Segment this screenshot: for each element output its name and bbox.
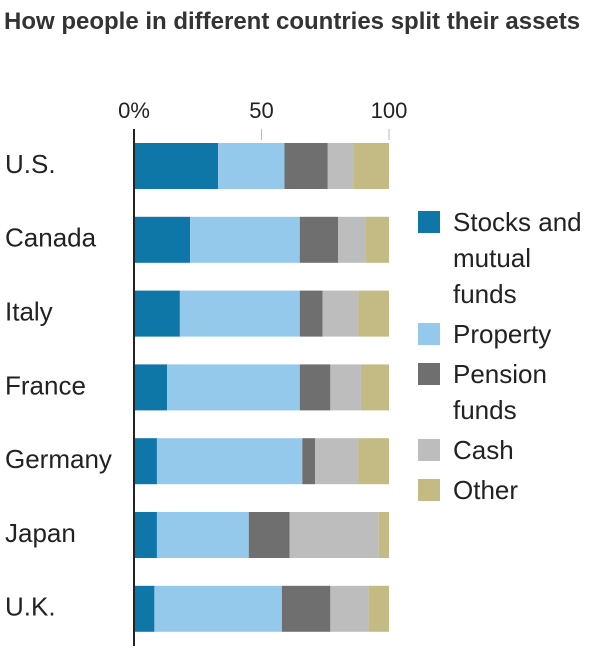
bar-segment — [289, 512, 379, 558]
bar-segment — [299, 290, 323, 337]
y-tick-label: France — [5, 370, 86, 400]
legend-swatch — [418, 439, 440, 461]
bar-segment — [368, 585, 389, 632]
y-tick-label: Japan — [5, 518, 76, 548]
legend-item: Other — [418, 472, 600, 508]
bar-segment — [179, 290, 300, 337]
legend-item: Cash — [418, 432, 600, 468]
bar-segment — [218, 143, 285, 189]
bar-segment — [322, 290, 359, 337]
bar-segment — [167, 364, 300, 411]
bar-segment — [299, 216, 338, 263]
x-tick-label: 100 — [371, 98, 408, 123]
bar-segment — [134, 512, 157, 558]
legend-label: Other — [453, 475, 519, 505]
x-tick-label: 0% — [118, 98, 150, 123]
bar-segment — [302, 438, 316, 485]
chart-title: How people in different countries split … — [4, 8, 581, 35]
bar-segment — [378, 512, 389, 558]
bar-segment — [330, 585, 369, 632]
legend-swatch — [418, 479, 440, 501]
bar-segment — [190, 216, 300, 263]
legend-label: Stocks and mutual funds — [453, 207, 582, 309]
y-tick-label: Germany — [5, 444, 112, 474]
legend-label: Cash — [453, 435, 514, 465]
legend-label: Property — [453, 319, 552, 349]
legend-swatch — [418, 363, 440, 385]
bar-segment — [358, 438, 389, 485]
bar-segment — [360, 364, 389, 411]
bar-segment — [154, 585, 282, 632]
y-tick-label: U.K. — [5, 592, 56, 622]
bar-segment — [134, 290, 180, 337]
legend-swatch — [418, 211, 440, 233]
bar-segment — [315, 438, 359, 485]
bar-segment — [248, 512, 290, 558]
legend-item: Pension funds — [418, 356, 600, 428]
bar-segment — [284, 143, 328, 189]
bar-segment — [134, 143, 219, 189]
x-tick-label: 50 — [249, 98, 273, 123]
bar-segment — [358, 290, 389, 337]
bar-segment — [338, 216, 367, 263]
bar-segment — [134, 438, 157, 485]
bar-segment — [353, 143, 389, 189]
bar-segment — [281, 585, 331, 632]
bar-segment — [299, 364, 331, 411]
legend-label: Pension funds — [453, 359, 547, 425]
legend-swatch — [418, 323, 440, 345]
y-tick-label: Italy — [5, 296, 53, 326]
bar-segment — [330, 364, 361, 411]
y-tick-label: U.S. — [5, 149, 56, 179]
y-tick-label: Canada — [5, 223, 97, 253]
bar-segment — [156, 438, 303, 485]
bar-segment — [366, 216, 389, 263]
bar-segment — [134, 585, 155, 632]
bar-segment — [327, 143, 354, 189]
legend: Stocks and mutual funds Property Pension f… — [418, 204, 600, 512]
bar-segment — [134, 364, 168, 411]
legend-item: Property — [418, 316, 600, 352]
legend-item: Stocks and mutual funds — [418, 204, 600, 312]
bar-segment — [134, 216, 191, 263]
bar-segment — [156, 512, 249, 558]
